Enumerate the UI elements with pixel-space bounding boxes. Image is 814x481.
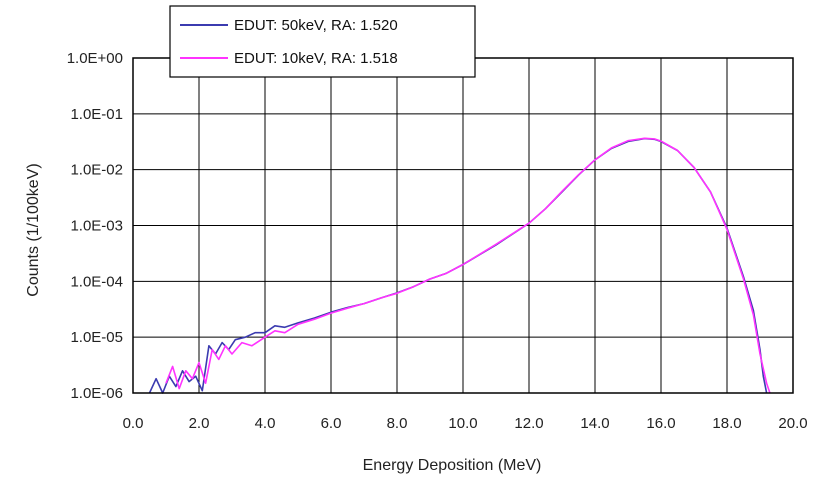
- legend: EDUT: 50keV, RA: 1.520 EDUT: 10keV, RA: …: [169, 5, 476, 78]
- x-tick-label: 6.0: [321, 415, 342, 432]
- y-tick-label: 1.0E-03: [70, 218, 123, 235]
- x-tick-label: 20.0: [778, 415, 807, 432]
- x-tick-label: 8.0: [387, 415, 408, 432]
- x-tick-label: 2.0: [189, 415, 210, 432]
- x-axis-ticks: 0.0 2.0 4.0 6.0 8.0 10.0 12.0 14.0 16.0 18.0 20.0: [123, 415, 808, 432]
- series-layer: [148, 137, 771, 394]
- x-tick-label: 16.0: [646, 415, 675, 432]
- y-tick-label: 1.0E-01: [70, 106, 123, 123]
- y-axis-ticks: 1.0E+00 1.0E-01 1.0E-02 1.0E-03 1.0E-04 1.0E-…: [67, 50, 123, 402]
- x-tick-label: 10.0: [448, 415, 477, 432]
- x-tick-label: 18.0: [712, 415, 741, 432]
- legend-label-10kev: EDUT: 10keV, RA: 1.518: [234, 50, 398, 67]
- y-tick-label: 1.0E-05: [70, 329, 123, 346]
- x-tick-label: 4.0: [255, 415, 276, 432]
- legend-label-50kev: EDUT: 50keV, RA: 1.520: [234, 17, 398, 34]
- x-axis-title: Energy Deposition (MeV): [363, 457, 542, 474]
- x-tick-label: 14.0: [580, 415, 609, 432]
- y-tick-label: 1.0E-06: [70, 385, 123, 402]
- x-tick-label: 0.0: [123, 415, 144, 432]
- x-tick-label: 12.0: [514, 415, 543, 432]
- series-line-10kev: [165, 137, 771, 394]
- y-tick-label: 1.0E+00: [67, 50, 123, 67]
- legend-box: [169, 5, 476, 78]
- y-tick-label: 1.0E-04: [70, 273, 123, 290]
- y-axis-title: Counts (1/100keV): [25, 163, 42, 296]
- y-tick-label: 1.0E-02: [70, 162, 123, 179]
